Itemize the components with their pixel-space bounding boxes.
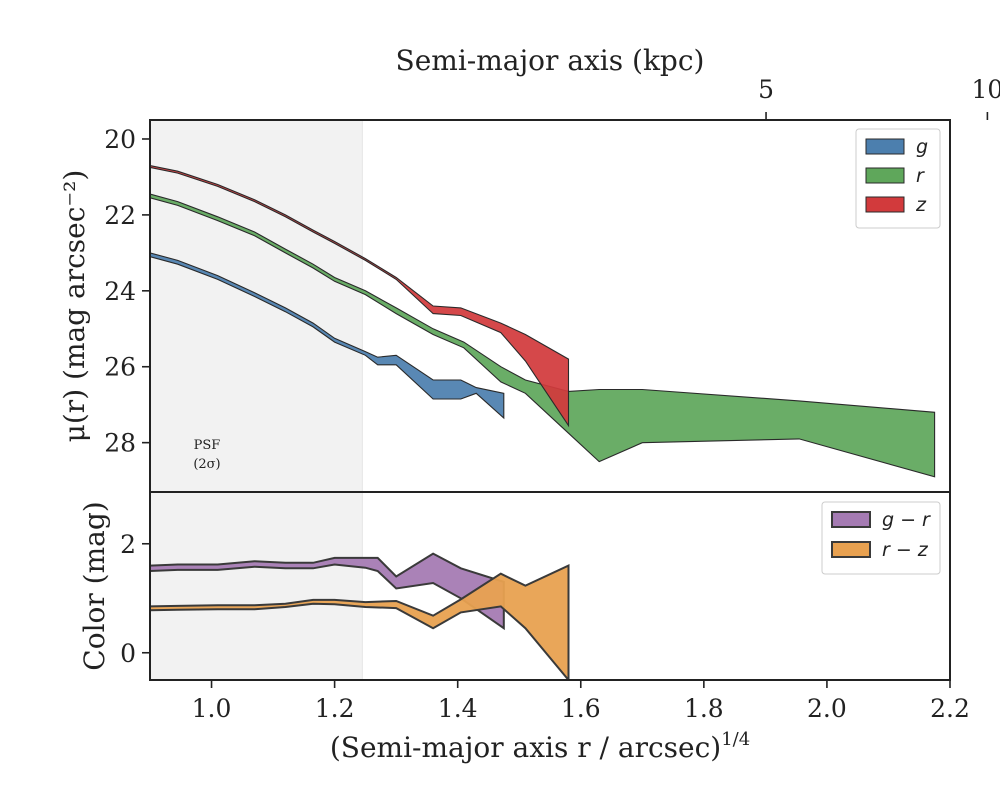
band-g [150, 252, 505, 420]
sb-legend-swatch [865, 167, 905, 184]
xtick-label: 1.8 [684, 694, 724, 723]
band-rz [150, 564, 570, 680]
sb-legend: grz [855, 128, 941, 229]
top-xtick-label: 5 [758, 75, 774, 104]
top-ytick-label: 26 [104, 353, 136, 382]
sb-legend-swatch [865, 138, 905, 155]
bottom-panel-frame [149, 491, 951, 681]
xtick-label: 1.0 [192, 694, 232, 723]
top-yaxis-title: μ(r) (mag arcsec⁻²) [58, 170, 91, 443]
band-gr [150, 552, 505, 631]
color-legend: g − r r − z [821, 501, 941, 575]
top-ytick-label: 20 [104, 125, 136, 154]
sb-legend-label: z [915, 194, 927, 216]
sb-legend-label: g [916, 136, 928, 158]
sb-legend-swatch [865, 196, 905, 213]
sb-legend-label: r [916, 165, 925, 187]
band-r [150, 193, 936, 478]
color-legend-label: g − r [882, 509, 931, 531]
bottom-ytick-label: 2 [120, 530, 136, 559]
xtick-label: 1.4 [438, 694, 478, 723]
bottom-xaxis-title: (Semi-major axis r / arcsec)1/4 [330, 729, 750, 764]
xtick-label: 1.6 [561, 694, 601, 723]
color-legend-swatch [831, 511, 871, 528]
bottom-panel-bands [150, 552, 570, 680]
bottom-ytick-label: 0 [120, 639, 136, 668]
top-ytick-label: 28 [104, 429, 136, 458]
color-legend-label: r − z [882, 539, 929, 561]
color-legend-swatch [831, 541, 871, 558]
top-xtick-label: 10 [971, 75, 1000, 104]
bottom-yaxis-title: Color (mag) [78, 501, 111, 670]
xtick-label: 1.2 [315, 694, 355, 723]
xaxis-title-superscript: 1/4 [721, 729, 750, 750]
psf-label-sigma: (2σ) [193, 457, 220, 472]
xtick-label: 2.0 [807, 694, 847, 723]
band-z [150, 165, 570, 428]
top-panel-bands [150, 165, 936, 478]
top-ytick-label: 24 [104, 277, 136, 306]
top-ytick-label: 22 [104, 201, 136, 230]
top-xaxis-title: Semi-major axis (kpc) [396, 44, 705, 77]
psf-label: PSF [194, 438, 221, 453]
psf-shade [150, 120, 363, 680]
xtick-label: 2.2 [930, 694, 970, 723]
